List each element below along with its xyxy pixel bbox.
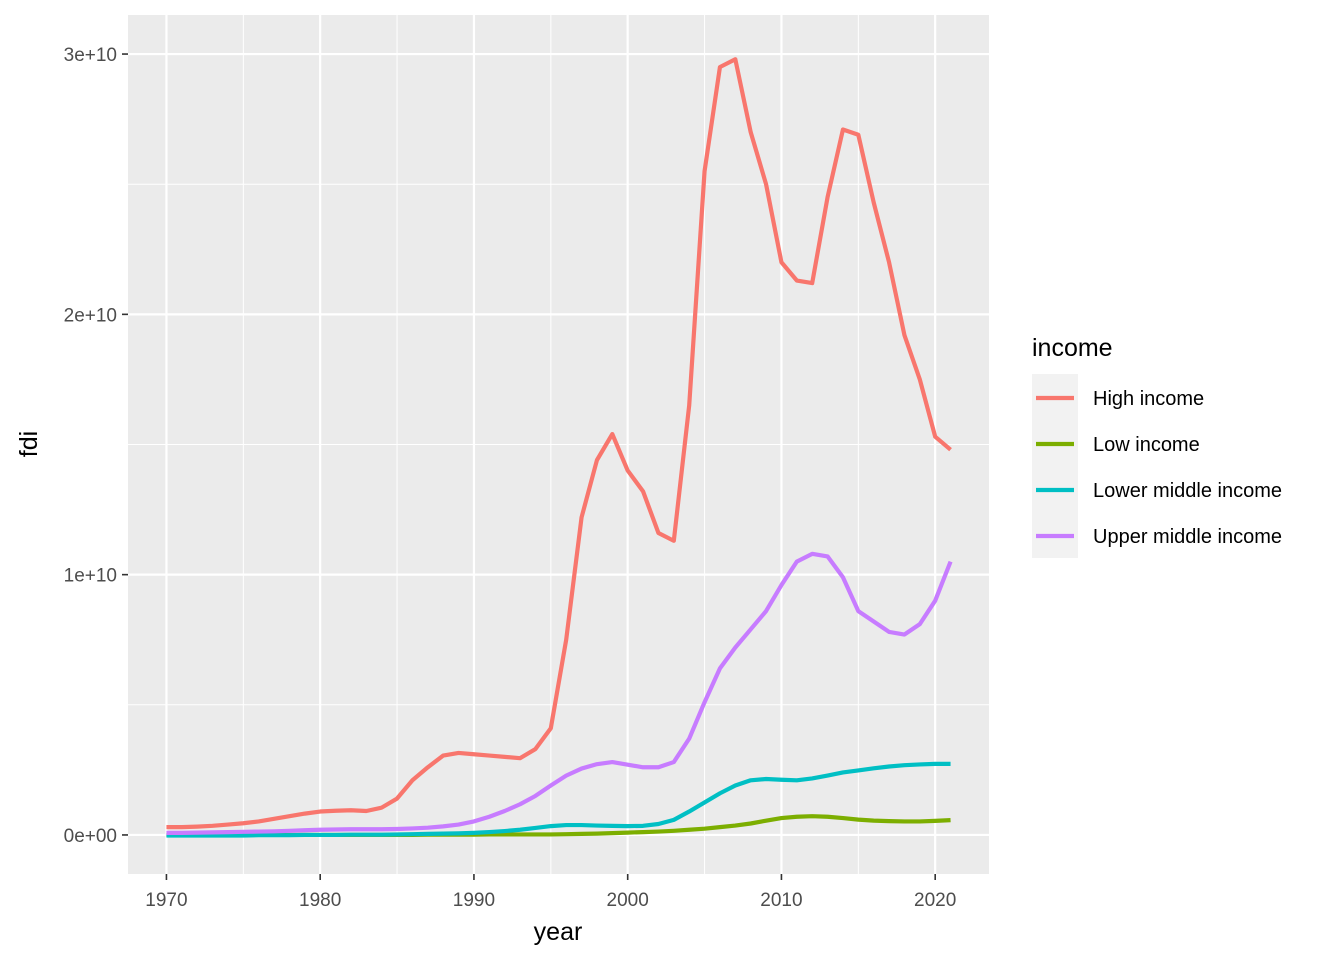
legend-key-background	[1032, 374, 1078, 558]
y-tick-label: 0e+00	[64, 826, 117, 847]
legend: income High income Low income Lower middle…	[1032, 334, 1282, 558]
y-tick-label: 3e+10	[64, 45, 117, 66]
y-axis: 0e+00 1e+10 2e+10 3e+10	[64, 45, 128, 847]
y-axis-title: fdi	[15, 431, 43, 457]
series-lines	[166, 57, 953, 838]
legend-label: Lower middle income	[1093, 480, 1282, 502]
legend-label: Upper middle income	[1093, 526, 1282, 548]
x-tick-label: 1990	[453, 890, 495, 911]
x-tick-label: 1980	[299, 890, 341, 911]
x-tick-label: 2020	[914, 890, 956, 911]
y-tick-label: 1e+10	[64, 566, 117, 587]
legend-label: Low income	[1093, 434, 1200, 456]
x-axis-title: year	[534, 918, 583, 946]
x-tick-label: 1970	[145, 890, 187, 911]
series-line-lower-middle-income	[166, 761, 951, 838]
series-line-high-income	[166, 57, 952, 830]
x-tick-label: 2000	[607, 890, 649, 911]
series-line-upper-middle-income	[166, 551, 953, 835]
x-axis: 1970 1980 1990 2000 2010 2020	[145, 874, 956, 911]
legend-title: income	[1032, 334, 1113, 362]
x-tick-label: 2010	[760, 890, 802, 911]
y-tick-label: 2e+10	[64, 305, 117, 326]
legend-label: High income	[1093, 388, 1204, 410]
